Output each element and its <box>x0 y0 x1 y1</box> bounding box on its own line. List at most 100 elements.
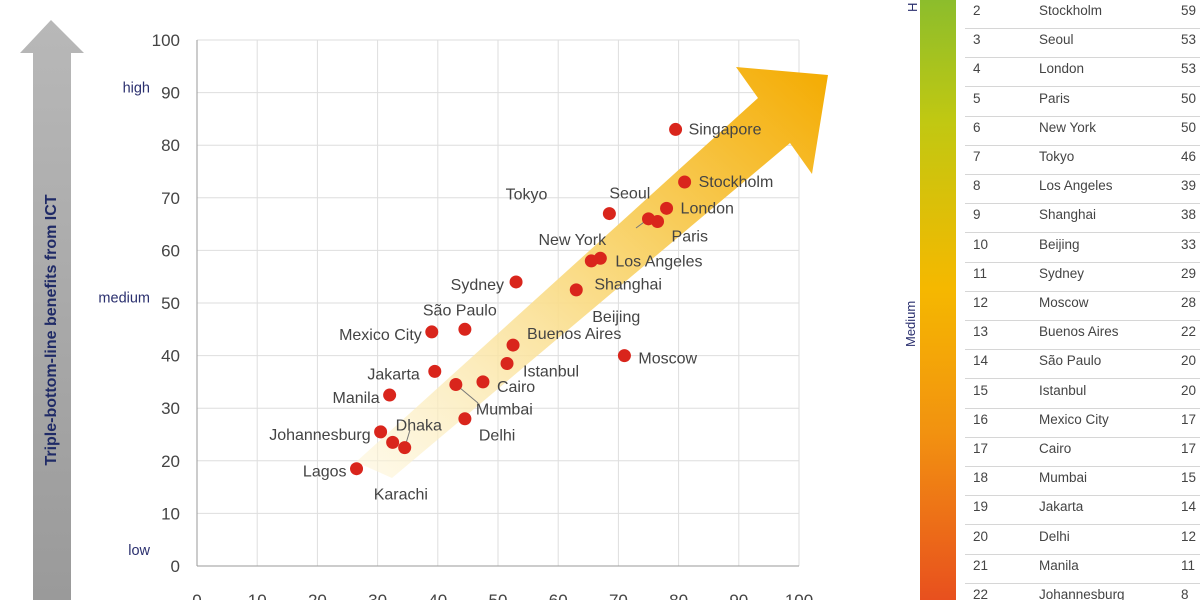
ranking-city: Mumbai <box>1039 470 1088 486</box>
ranking-rank: 16 <box>973 411 989 427</box>
ranking-score: 59 <box>1181 3 1197 18</box>
ranking-rank: 22 <box>973 587 989 600</box>
ranking-city: Istanbul <box>1039 382 1087 398</box>
ranking-city: São Paulo <box>1039 353 1102 369</box>
ranking-rank: 10 <box>973 236 989 252</box>
ranking-row: 3 Seoul 53 <box>965 28 1200 59</box>
ranking-row: 16 Mexico City 17 <box>965 408 1200 438</box>
ranking-row: 9 Shanghai 38 <box>965 203 1200 234</box>
ranking-score: 17 <box>1181 441 1197 456</box>
point-labels: Singapore Stockholm Seoul London Paris Tokyo N… <box>269 121 773 503</box>
ranking-city: Moscow <box>1039 295 1089 310</box>
point-label-stockholm: Stockholm <box>699 174 774 191</box>
ranking-rank: 17 <box>973 441 989 456</box>
point-label-istanbul: Istanbul <box>523 363 579 380</box>
point-label-delhi: Delhi <box>479 428 515 445</box>
data-point-mumbai <box>449 378 463 392</box>
ranking-rank: 15 <box>973 382 989 398</box>
data-point-manila <box>383 388 397 402</box>
y-tick-label: 60 <box>161 241 180 260</box>
point-label-paris: Paris <box>672 228 708 245</box>
x-tick-label: 70 <box>609 591 628 600</box>
y-tick-label: 80 <box>161 136 180 155</box>
ranking-rank: 8 <box>973 178 981 194</box>
ranking-rank: 5 <box>973 90 981 106</box>
ranking-row: 17 Cairo 17 <box>965 437 1200 467</box>
ranking-row: 7 Tokyo 46 <box>965 145 1200 175</box>
data-point-buenos-aires <box>506 338 520 352</box>
data-point-s-o-paulo <box>458 322 472 336</box>
ranking-row: 10 Beijing 33 <box>965 233 1200 263</box>
ranking-score: 22 <box>1181 324 1197 340</box>
ranking-score: 20 <box>1181 382 1197 398</box>
point-label-shanghai: Shanghai <box>594 276 662 293</box>
point-label-london: London <box>681 200 734 217</box>
y-tick-label: 40 <box>161 347 180 366</box>
x-tick-label: 20 <box>308 591 327 600</box>
data-point-lagos <box>350 462 364 476</box>
ranking-rank: 21 <box>973 557 989 573</box>
point-label-los-angeles: Los Angeles <box>615 253 702 270</box>
data-point-mexico-city <box>425 325 439 339</box>
ranking-rank: 11 <box>973 265 988 281</box>
ranking-city: Sydney <box>1039 265 1085 281</box>
ranking-score: 50 <box>1181 119 1197 135</box>
point-label-johannesburg: Johannesburg <box>269 427 370 444</box>
ranking-row: 21 Manila 11 <box>965 554 1200 584</box>
data-points <box>350 122 692 476</box>
ranking-row: 18 Mumbai 15 <box>965 466 1200 497</box>
data-point-moscow <box>617 349 631 363</box>
ranking-row: 8 Los Angeles 39 <box>965 174 1200 205</box>
ranking-score: 33 <box>1181 236 1197 252</box>
ranking-rank: 12 <box>973 295 989 310</box>
y-axis-label: Triple-bottom-line benefits from ICT <box>43 194 60 465</box>
data-point <box>584 254 598 268</box>
point-label-lagos: Lagos <box>303 464 347 481</box>
level-color-ramp <box>920 0 956 600</box>
point-label-singapore: Singapore <box>689 121 762 138</box>
data-point-jakarta <box>428 364 442 378</box>
scatter-chart: Triple-bottom-line benefits from ICT hig… <box>20 20 828 600</box>
x-tick-label: 100 <box>785 591 813 600</box>
point-label-sydney: Sydney <box>451 277 504 294</box>
grid <box>197 39 800 566</box>
ranking-rank: 20 <box>973 528 989 544</box>
data-point-singapore <box>669 122 683 136</box>
y-level-label-high: high <box>123 80 150 96</box>
x-tick-label: 10 <box>248 591 267 600</box>
ranking-score: 39 <box>1181 178 1197 194</box>
ranking-row: 12 Moscow 28 <box>965 291 1200 321</box>
data-point-sydney <box>509 275 523 289</box>
ranking-row: 4 London 53 <box>965 57 1200 88</box>
ranking-row: 5 Paris 50 <box>965 87 1200 117</box>
y-tick-label: 10 <box>161 504 180 523</box>
ranking-score: 17 <box>1181 411 1197 427</box>
ranking-row: 2 Stockholm 59 <box>965 0 1200 29</box>
ranking-score: 12 <box>1181 528 1197 544</box>
data-point-delhi <box>458 412 472 426</box>
y-tick-label: 100 <box>152 31 180 50</box>
y-tick-labels: 0 10 20 30 40 50 60 70 80 90 100 <box>152 31 180 576</box>
y-tick-label: 90 <box>161 84 180 103</box>
y-tick-label: 30 <box>161 399 180 418</box>
ranking-rank: 4 <box>973 61 981 77</box>
point-label-new-york: New York <box>539 232 608 249</box>
ranking-panel: H Medium 2 Stockholm 59 3 Seoul 53 4 London 53 5 P… <box>895 0 1200 600</box>
data-point-stockholm <box>678 175 692 189</box>
ranking-city: Paris <box>1039 90 1070 106</box>
data-point-istanbul <box>500 356 514 370</box>
x-tick-label: 80 <box>669 591 688 600</box>
ranking-score: 11 <box>1181 557 1196 573</box>
ranking-rank: 18 <box>973 470 989 486</box>
y-axis-arrow <box>20 20 84 600</box>
ranking-rank: 3 <box>973 32 981 48</box>
data-point <box>642 212 655 226</box>
ranking-rank: 19 <box>973 499 989 515</box>
y-tick-label: 20 <box>161 452 180 471</box>
y-level-label-medium: medium <box>98 291 150 307</box>
ranking-row: 15 Istanbul 20 <box>965 379 1200 409</box>
point-label-seoul: Seoul <box>609 186 650 203</box>
x-tick-label: 60 <box>549 591 568 600</box>
ranking-score: 8 <box>1181 587 1189 600</box>
point-label-manila: Manila <box>332 390 379 407</box>
